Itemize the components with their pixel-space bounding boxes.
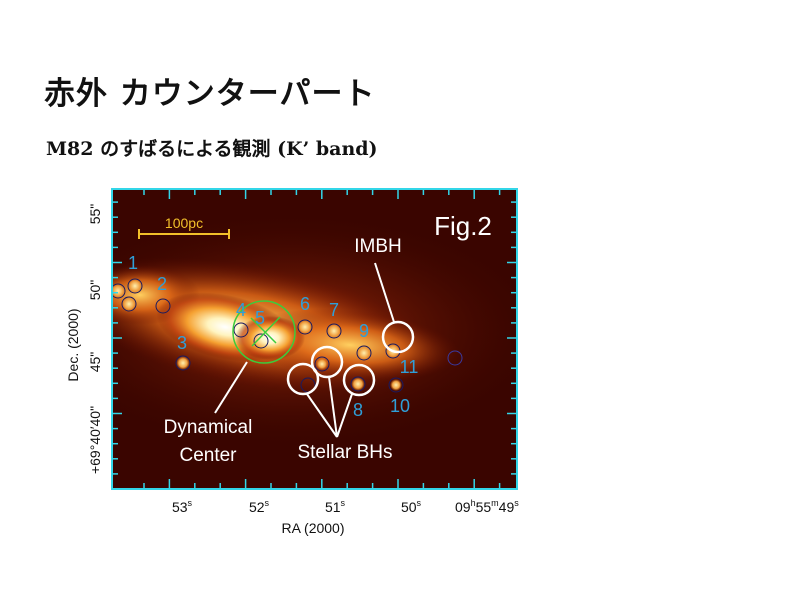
imbh-label: IMBH (354, 236, 402, 257)
source-number: 2 (157, 274, 167, 294)
source-number: 7 (329, 300, 339, 320)
source-number: 3 (177, 333, 187, 353)
scale-bar-label: 100pc (165, 215, 203, 231)
bright-sources (112, 278, 402, 391)
slide-subtitle: M82 のすばるによる観測 (K’ band) (46, 138, 378, 160)
source-number: 8 (353, 400, 363, 420)
slide-title: 赤外 カウンターパート (44, 76, 376, 112)
dynamical-center-label-2: Center (179, 445, 237, 466)
source-number: 5 (255, 308, 265, 328)
source-circle (314, 356, 330, 372)
source-circle (253, 333, 269, 349)
source-circle (155, 298, 171, 314)
figure-label: Fig.2 (434, 211, 492, 241)
source-circle (175, 355, 191, 371)
source-number: 4 (236, 300, 246, 320)
source-circle (350, 376, 366, 392)
stellar-bh-circle (286, 362, 320, 396)
highlight-circles (286, 320, 415, 397)
source-circle (326, 323, 342, 339)
y-tick-label: 55" (87, 204, 103, 225)
source-circle (356, 345, 372, 361)
y-tick-label: 45" (87, 352, 103, 373)
source-number: 6 (300, 294, 310, 314)
source-number: 9 (359, 321, 369, 341)
source-number: 1 (128, 253, 138, 273)
y-tick-label: +69°40′40" (87, 406, 103, 474)
x-tick-label: 52s (249, 498, 270, 515)
x-tick-label: 51s (325, 498, 346, 515)
plot-frame (111, 188, 518, 490)
x-axis-label: RA (2000) (281, 520, 344, 536)
y-axis-label: Dec. (2000) (65, 308, 81, 381)
source-circle (127, 278, 143, 294)
dynamical-center-marker (232, 300, 296, 364)
imbh-circle (381, 320, 415, 354)
x-tick-label: 09h55m49s (455, 498, 519, 515)
x-tick-label: 50s (401, 498, 422, 515)
dynamical-center-label-1: Dynamical (164, 417, 253, 438)
source-circles (112, 278, 463, 393)
source-number: 11 (400, 357, 419, 377)
source-number: 10 (390, 396, 410, 416)
source-circle (121, 296, 137, 312)
scale-bar (138, 229, 230, 239)
source-circle (112, 283, 126, 299)
axis-ticks (112, 189, 517, 490)
stellar-bh-circle (310, 345, 344, 379)
annotation-lines (214, 262, 395, 438)
source-circle (388, 377, 404, 393)
source-circle (233, 322, 249, 338)
k-band-image: 100pc Fig.2 (112, 189, 517, 489)
y-tick-label: 50" (87, 280, 103, 301)
source-circle (447, 350, 463, 366)
stellar-bh-circle (342, 363, 376, 397)
source-circle (297, 319, 313, 335)
stellar-bhs-label: Stellar BHs (297, 442, 392, 463)
x-tick-label: 53s (172, 498, 193, 515)
